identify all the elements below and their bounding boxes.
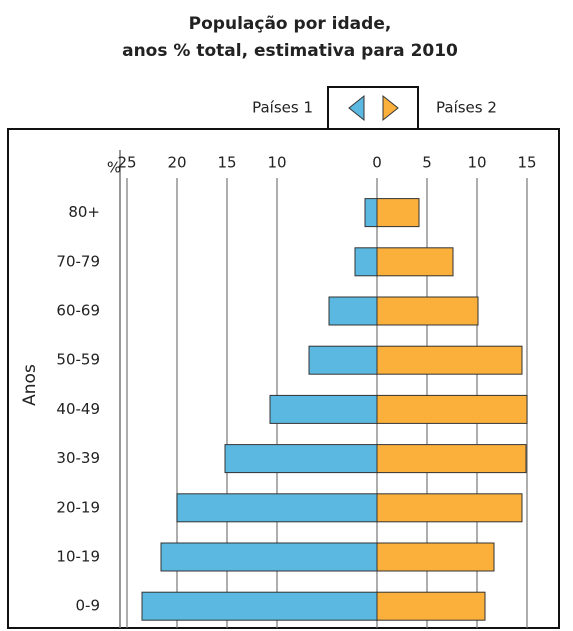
y-tick-label: 40-49 (56, 400, 100, 418)
bar (176, 493, 378, 523)
legend-label: Países 1 (252, 99, 313, 117)
legend-label: Países 2 (436, 99, 497, 117)
bar (160, 542, 378, 572)
bar (328, 296, 378, 326)
x-tick-label: 25 (117, 154, 136, 172)
legend-toggle (327, 86, 419, 130)
bar (308, 345, 378, 375)
bar (224, 444, 378, 474)
chart-title: anos % total, estimativa para 2010 (122, 41, 458, 61)
y-tick-label: 60-69 (56, 302, 100, 320)
x-tick-label: 5 (422, 154, 432, 172)
x-tick-label: 10 (267, 154, 286, 172)
bar (376, 542, 495, 572)
x-tick-label: 20 (167, 154, 186, 172)
bar (376, 493, 523, 523)
bar (141, 591, 378, 621)
bar (354, 247, 378, 277)
x-axis-label: % (107, 159, 121, 177)
bar (376, 444, 527, 474)
y-tick-label: 50-59 (56, 351, 100, 369)
y-tick-label: 30-39 (56, 449, 100, 467)
y-tick-label: 70-79 (56, 252, 100, 270)
prev-button[interactable] (348, 94, 365, 122)
y-tick-label: 20-19 (56, 498, 100, 516)
bar (376, 394, 528, 424)
plot-frame (7, 128, 560, 629)
y-axis-label: Anos (20, 364, 40, 406)
chart-title: População por idade, (189, 14, 392, 34)
bar (376, 296, 479, 326)
bar (376, 198, 420, 228)
y-tick-label: 80+ (68, 203, 100, 221)
x-tick-label: 10 (467, 154, 486, 172)
bar (376, 247, 454, 277)
y-tick-label: 0-9 (76, 597, 101, 615)
x-tick-label: 15 (517, 154, 536, 172)
next-button[interactable] (382, 94, 399, 122)
y-tick-label: 10-19 (56, 548, 100, 566)
x-tick-label: 15 (217, 154, 236, 172)
bar (376, 591, 486, 621)
x-tick-label: 0 (372, 154, 382, 172)
bar (376, 345, 523, 375)
bar (364, 198, 378, 228)
bar (269, 394, 378, 424)
